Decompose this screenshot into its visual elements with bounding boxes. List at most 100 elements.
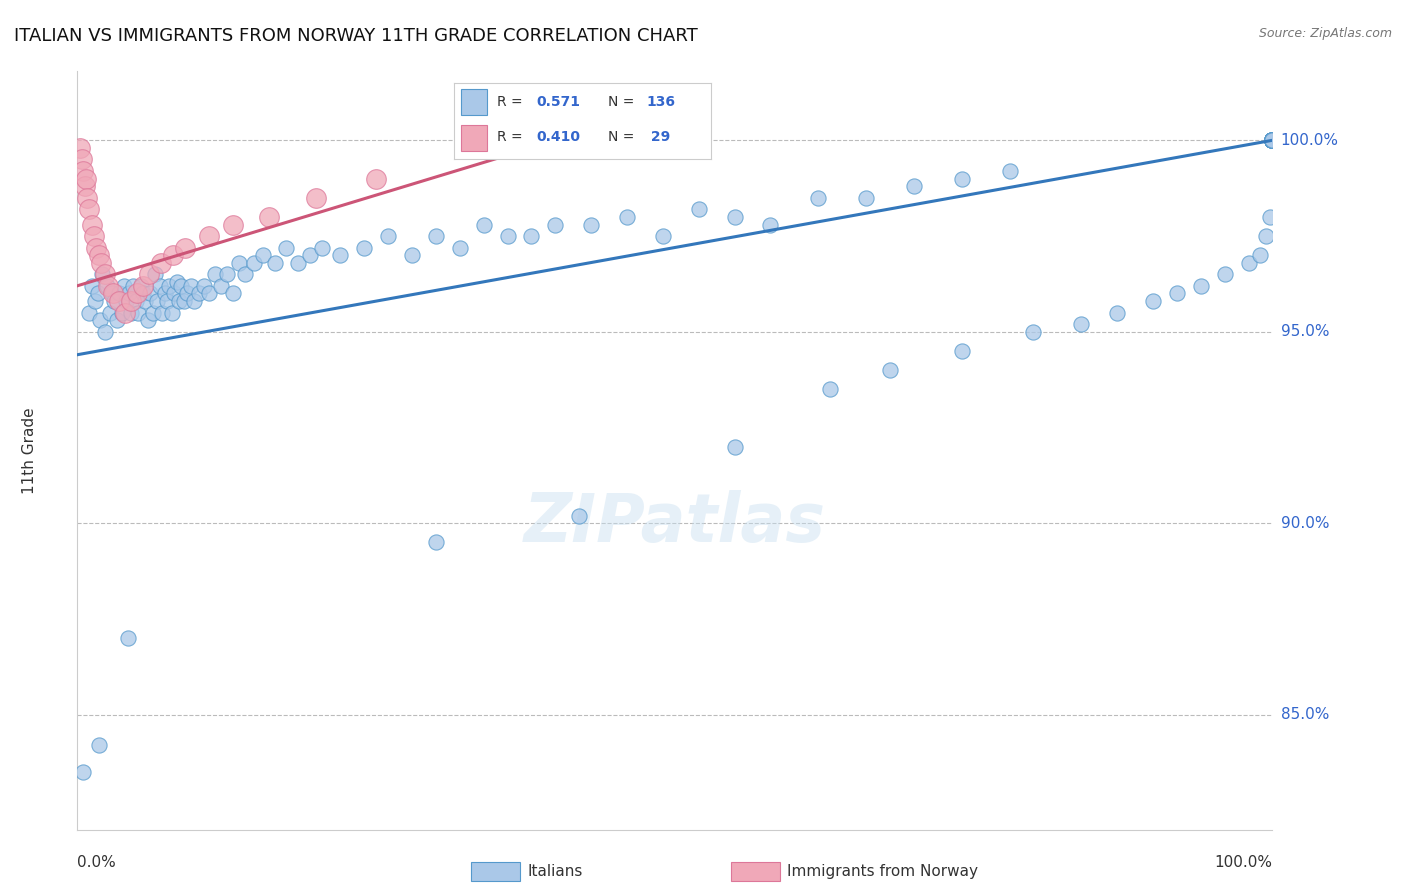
Point	[1261, 133, 1284, 147]
Point	[724, 440, 747, 454]
Point	[299, 248, 322, 262]
Point	[117, 631, 139, 645]
Point	[1070, 317, 1092, 331]
Point	[98, 305, 121, 319]
Point	[143, 268, 166, 282]
Point	[1213, 268, 1236, 282]
Point	[688, 202, 710, 217]
Point	[425, 229, 447, 244]
Text: 11th Grade: 11th Grade	[22, 407, 37, 494]
Point	[1261, 133, 1284, 147]
Point	[1261, 133, 1284, 147]
Point	[233, 268, 256, 282]
Point	[127, 286, 149, 301]
Point	[91, 268, 114, 282]
Point	[180, 278, 202, 293]
Point	[1256, 229, 1278, 244]
Point	[118, 286, 141, 301]
Point	[75, 171, 97, 186]
Point	[166, 275, 188, 289]
Text: ITALIAN VS IMMIGRANTS FROM NORWAY 11TH GRADE CORRELATION CHART: ITALIAN VS IMMIGRANTS FROM NORWAY 11TH G…	[14, 27, 697, 45]
Point	[80, 218, 103, 232]
Point	[616, 210, 638, 224]
Point	[197, 229, 219, 244]
Point	[1261, 133, 1284, 147]
Point	[115, 294, 138, 309]
Point	[183, 294, 205, 309]
Point	[197, 286, 219, 301]
Point	[1261, 133, 1284, 147]
Point	[243, 256, 266, 270]
Point	[855, 191, 877, 205]
Point	[1261, 133, 1284, 147]
Point	[108, 294, 131, 309]
Point	[105, 313, 128, 327]
Point	[1261, 133, 1284, 147]
Point	[193, 278, 215, 293]
Point	[112, 278, 135, 293]
Point	[1261, 133, 1284, 147]
Point	[520, 229, 543, 244]
Point	[72, 765, 94, 780]
Point	[1237, 256, 1260, 270]
Point	[69, 141, 91, 155]
Point	[86, 240, 108, 254]
Point	[1261, 133, 1284, 147]
Point	[120, 294, 142, 309]
Point	[96, 278, 118, 293]
Point	[108, 286, 131, 301]
Point	[820, 382, 842, 396]
Point	[287, 256, 309, 270]
Point	[103, 286, 124, 301]
Text: Italians: Italians	[527, 864, 582, 879]
Point	[163, 286, 186, 301]
Point	[903, 179, 925, 194]
Point	[998, 164, 1021, 178]
Point	[950, 343, 973, 358]
Text: ZIPatlas: ZIPatlas	[524, 491, 825, 557]
Point	[1261, 133, 1284, 147]
Point	[879, 363, 901, 377]
Point	[1261, 133, 1284, 147]
Point	[150, 256, 173, 270]
Point	[1261, 133, 1284, 147]
Point	[1107, 305, 1129, 319]
Point	[311, 240, 333, 254]
Point	[97, 278, 120, 293]
Point	[1261, 133, 1284, 147]
Point	[156, 294, 179, 309]
Point	[127, 305, 149, 319]
Point	[215, 268, 238, 282]
Point	[276, 240, 298, 254]
Point	[807, 191, 830, 205]
Point	[114, 305, 136, 319]
Point	[1261, 133, 1284, 147]
Point	[1261, 133, 1284, 147]
Point	[581, 218, 603, 232]
Point	[80, 278, 103, 293]
Text: 85.0%: 85.0%	[1281, 707, 1329, 723]
Text: 100.0%: 100.0%	[1281, 133, 1339, 148]
Point	[568, 508, 591, 523]
Point	[122, 278, 145, 293]
Point	[759, 218, 782, 232]
Point	[1261, 133, 1284, 147]
Text: 100.0%: 100.0%	[1215, 855, 1272, 870]
Point	[1166, 286, 1188, 301]
Point	[228, 256, 250, 270]
Point	[90, 256, 112, 270]
Point	[724, 210, 747, 224]
Point	[1261, 133, 1284, 147]
Point	[1250, 248, 1272, 262]
Point	[1261, 133, 1284, 147]
Point	[103, 294, 125, 309]
Point	[366, 171, 388, 186]
Point	[101, 286, 124, 301]
Point	[76, 191, 98, 205]
Point	[129, 278, 152, 293]
Point	[544, 218, 567, 232]
Point	[222, 218, 245, 232]
Text: Source: ZipAtlas.com: Source: ZipAtlas.com	[1258, 27, 1392, 40]
Point	[1261, 133, 1284, 147]
Point	[160, 305, 183, 319]
